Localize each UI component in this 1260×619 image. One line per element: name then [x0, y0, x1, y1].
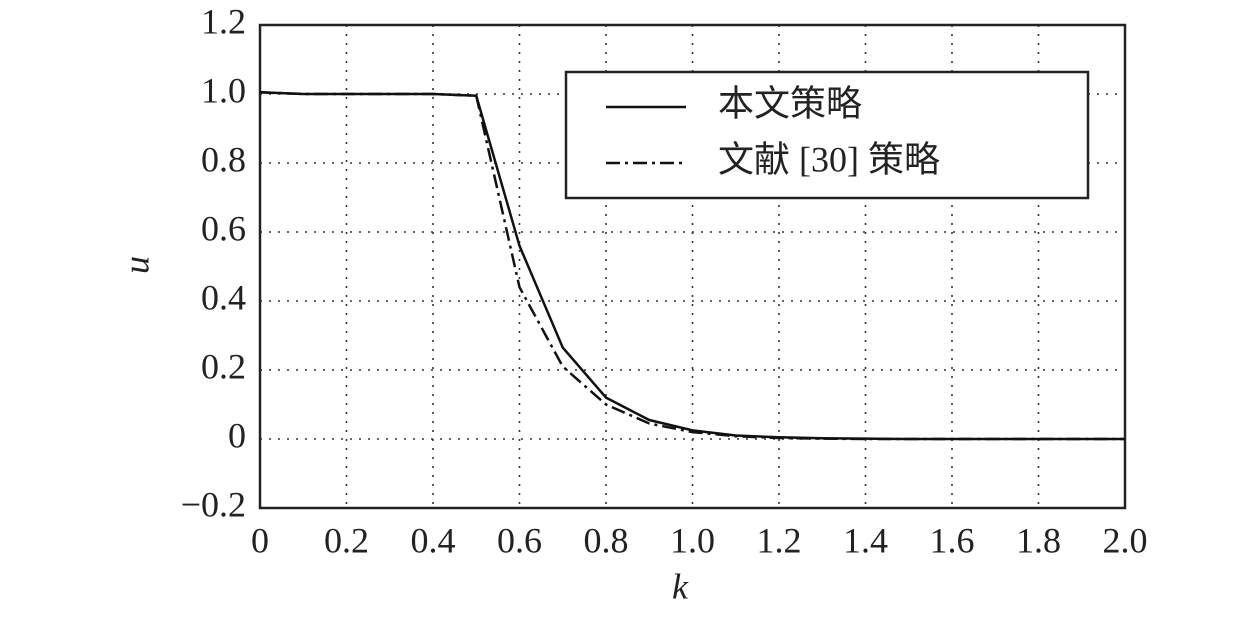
- y-tick-label: 1.2: [201, 1, 246, 41]
- x-tick-label: 0.6: [497, 520, 542, 560]
- y-tick-label: 0.8: [201, 139, 246, 179]
- y-tick-label: 0.2: [201, 346, 246, 386]
- y-tick-label: 0.4: [201, 277, 246, 317]
- y-tick-label: 0: [228, 415, 246, 455]
- y-tick-label: −0.2: [181, 484, 246, 524]
- x-tick-label: 1.4: [843, 520, 888, 560]
- x-tick-label: 1.6: [930, 520, 975, 560]
- plot-frame: [258, 23, 1127, 510]
- x-tick-label: 1.0: [670, 520, 715, 560]
- legend-label: 本文策略: [718, 83, 862, 123]
- x-tick-label: 1.8: [1016, 520, 1061, 560]
- series-line: [259, 91, 1125, 441]
- x-tick-label: 1.2: [757, 520, 802, 560]
- y-tick-label: 0.6: [201, 208, 246, 248]
- legend-box: [564, 70, 1090, 200]
- x-tick-label: 0.2: [324, 520, 369, 560]
- x-tick-label: 0.4: [411, 520, 456, 560]
- x-tick-label: 0: [251, 520, 269, 560]
- x-tick-label: 0.8: [584, 520, 629, 560]
- y-axis-label: u: [116, 256, 156, 274]
- legend-label: 文献 [30] 策略: [718, 139, 940, 179]
- x-axis-label: k: [672, 566, 689, 606]
- x-tick-label: 2.0: [1103, 520, 1148, 560]
- y-tick-label: 1.0: [201, 70, 246, 110]
